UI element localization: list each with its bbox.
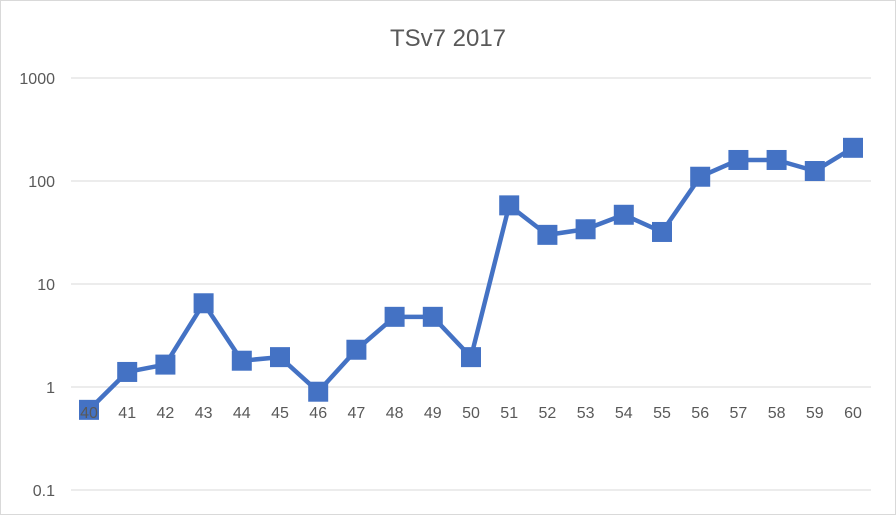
series-line-0	[86, 145, 856, 413]
data-point-50	[461, 347, 481, 368]
data-point-47	[346, 339, 367, 360]
gridlines	[71, 77, 871, 491]
data-point-55	[652, 221, 672, 242]
data-point-43	[193, 293, 214, 314]
x-tick-label-48: 48	[386, 405, 404, 422]
data-point-60	[843, 137, 863, 158]
data-point-56	[690, 166, 711, 187]
data-point-58	[766, 149, 787, 170]
y-tick-label-1: 1	[46, 380, 55, 397]
data-point-45	[270, 347, 290, 368]
x-tick-label-49: 49	[424, 405, 442, 422]
x-tick-label-60: 60	[844, 405, 862, 422]
series-group	[79, 137, 863, 420]
data-point-49	[422, 306, 443, 327]
y-tick-label-100: 100	[28, 174, 55, 191]
data-point-54	[613, 204, 634, 225]
data-point-41	[117, 361, 138, 382]
data-point-40	[79, 399, 99, 420]
x-tick-label-56: 56	[691, 405, 709, 422]
x-tick-label-59: 59	[806, 405, 824, 422]
x-tick-label-41: 41	[118, 405, 136, 422]
data-point-42	[155, 354, 176, 375]
x-tick-label-55: 55	[653, 405, 671, 422]
x-tick-label-44: 44	[233, 405, 251, 422]
x-tick-label-40: 40	[80, 405, 98, 422]
data-point-46	[308, 381, 329, 402]
data-point-44	[231, 350, 252, 371]
x-tick-label-57: 57	[730, 405, 748, 422]
data-point-51	[499, 195, 520, 216]
x-tick-label-46: 46	[309, 405, 327, 422]
x-axis-tick-labels: 40 41 42 43 44 45 46 47 48 49 50 51 52 53 54 55 56 57 58 59…	[80, 405, 862, 422]
data-point-53	[575, 219, 596, 240]
data-point-59	[804, 161, 825, 182]
data-point-57	[728, 149, 749, 170]
x-tick-label-47: 47	[348, 405, 366, 422]
y-axis-tick-labels: 0.1 1 10 100 1000	[19, 71, 55, 500]
chart-title: TSv7 2017	[390, 25, 506, 52]
y-tick-label-10: 10	[37, 277, 55, 294]
x-tick-label-50: 50	[462, 405, 480, 422]
x-tick-label-52: 52	[539, 405, 557, 422]
x-tick-label-54: 54	[615, 405, 633, 422]
data-point-48	[384, 306, 405, 327]
x-tick-label-42: 42	[157, 405, 175, 422]
x-tick-label-53: 53	[577, 405, 595, 422]
x-tick-label-43: 43	[195, 405, 213, 422]
data-point-52	[537, 224, 558, 245]
x-tick-label-51: 51	[500, 405, 518, 422]
x-tick-label-58: 58	[768, 405, 786, 422]
x-tick-label-45: 45	[271, 405, 289, 422]
y-tick-label-0.1: 0.1	[33, 483, 55, 500]
y-tick-label-1000: 1000	[19, 71, 55, 88]
